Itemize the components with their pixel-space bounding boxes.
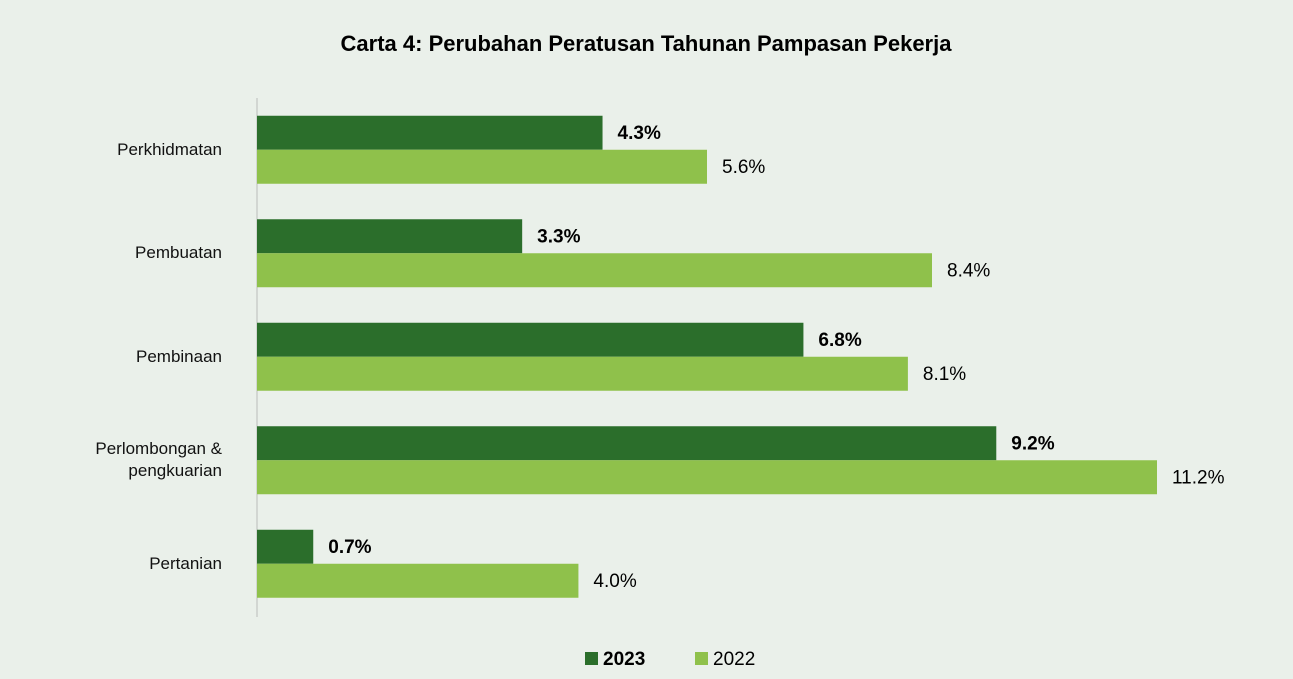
category-label: Pertanian (149, 553, 222, 573)
data-label: 3.3% (537, 226, 580, 247)
bar (257, 426, 997, 461)
category-label: Perkhidmatan (117, 139, 222, 159)
bar (257, 149, 707, 184)
bar (257, 253, 932, 288)
bar (257, 460, 1157, 495)
category-label: Perlombongan & pengkuarian (95, 439, 222, 481)
bar (257, 115, 603, 150)
legend-label: 2023 (603, 649, 645, 670)
legend-swatch (695, 652, 708, 665)
bar (257, 529, 314, 564)
data-label: 5.6% (722, 157, 765, 178)
data-label: 0.7% (328, 537, 371, 558)
data-label: 8.4% (947, 260, 990, 281)
data-label: 11.2% (1172, 467, 1225, 488)
data-label: 8.1% (923, 364, 966, 385)
category-label: Pembuatan (135, 243, 222, 263)
data-label: 9.2% (1011, 433, 1054, 454)
bar (257, 563, 579, 598)
data-label: 6.8% (818, 330, 861, 351)
bar (257, 356, 908, 391)
category-label: Pembinaan (135, 346, 222, 366)
bar (257, 219, 523, 254)
data-label: 4.0% (593, 571, 636, 592)
data-label: 4.3% (618, 123, 661, 144)
chart-title: Carta 4: Perubahan Peratusan Tahunan Pam… (341, 31, 953, 56)
legend-swatch (585, 652, 598, 665)
legend-label: 2022 (713, 649, 755, 670)
bar (257, 322, 804, 357)
